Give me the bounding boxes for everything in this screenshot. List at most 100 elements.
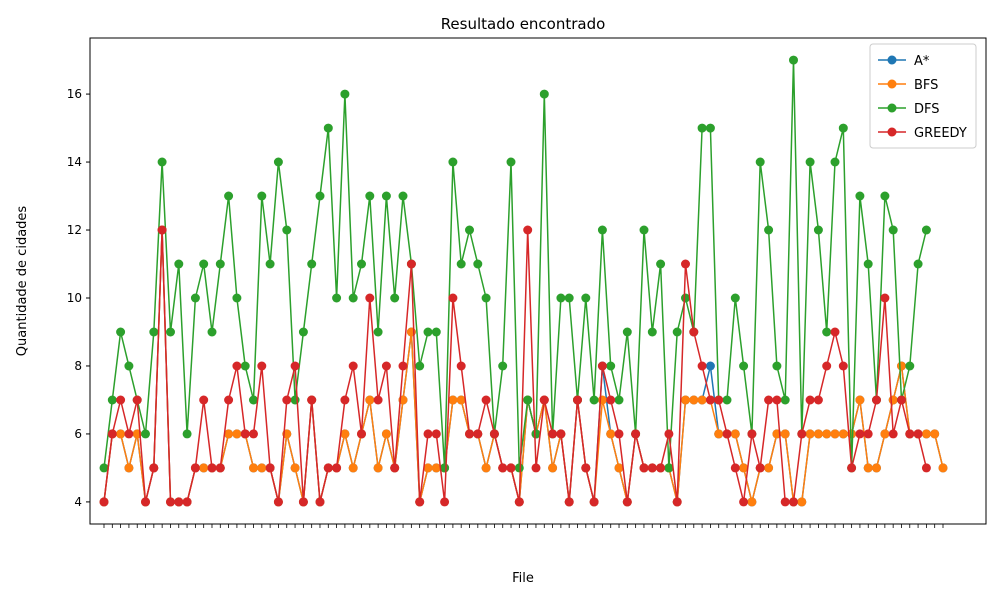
data-point	[764, 463, 774, 473]
data-point	[398, 191, 408, 201]
data-point	[764, 225, 774, 235]
series-3	[99, 225, 931, 507]
chart-title: Resultado encontrado	[441, 15, 606, 33]
data-point	[481, 293, 491, 303]
data-point	[622, 497, 632, 507]
legend-swatch-marker	[887, 127, 897, 137]
y-tick-label: 14	[67, 155, 82, 169]
data-point	[124, 429, 134, 439]
data-point	[365, 293, 375, 303]
data-point	[107, 429, 117, 439]
data-point	[656, 463, 666, 473]
data-point	[116, 327, 126, 337]
data-point	[166, 327, 175, 337]
data-point	[556, 429, 566, 439]
data-point	[681, 293, 690, 303]
data-point	[838, 361, 848, 371]
data-point	[423, 327, 433, 337]
data-point	[273, 497, 283, 507]
data-point	[323, 123, 333, 133]
data-point	[282, 225, 292, 235]
data-point	[423, 463, 433, 473]
data-point	[764, 395, 774, 405]
data-point	[639, 463, 649, 473]
data-point	[315, 191, 325, 201]
data-point	[448, 395, 458, 405]
data-point	[739, 361, 749, 371]
data-point	[240, 429, 250, 439]
data-point	[813, 225, 823, 235]
data-point	[132, 395, 142, 405]
data-point	[257, 463, 267, 473]
data-point	[107, 395, 117, 405]
data-point	[290, 395, 300, 405]
data-point	[897, 361, 906, 371]
legend-label: BFS	[914, 78, 938, 93]
legend-item: DFS	[878, 102, 940, 117]
data-point	[813, 395, 823, 405]
data-point	[689, 395, 699, 405]
data-point	[431, 327, 441, 337]
data-point	[415, 497, 425, 507]
data-point	[381, 361, 391, 371]
data-point	[921, 463, 931, 473]
data-point	[124, 463, 134, 473]
data-point	[689, 327, 699, 337]
data-point	[722, 395, 732, 405]
data-point	[797, 429, 807, 439]
data-point	[597, 361, 607, 371]
data-point	[348, 463, 358, 473]
series-layer	[99, 55, 948, 507]
data-point	[207, 463, 217, 473]
data-point	[805, 429, 815, 439]
data-point	[473, 429, 483, 439]
data-point	[888, 395, 898, 405]
data-point	[913, 429, 923, 439]
data-point	[631, 429, 641, 439]
y-tick-label: 4	[74, 495, 82, 509]
data-point	[232, 293, 242, 303]
data-point	[199, 463, 209, 473]
data-point	[855, 429, 865, 439]
data-point	[290, 361, 300, 371]
data-point	[705, 361, 715, 371]
data-point	[614, 463, 624, 473]
data-point	[157, 157, 167, 167]
data-point	[730, 429, 740, 439]
data-point	[714, 429, 724, 439]
data-point	[481, 463, 491, 473]
data-point	[780, 429, 790, 439]
data-point	[705, 123, 715, 133]
data-point	[265, 463, 275, 473]
data-point	[789, 55, 798, 65]
data-point	[589, 497, 599, 507]
data-point	[307, 259, 317, 269]
data-point	[373, 327, 383, 337]
legend-swatch-marker	[887, 103, 897, 113]
data-point	[149, 327, 159, 337]
data-point	[681, 259, 690, 269]
data-point	[822, 361, 832, 371]
series-line	[103, 59, 928, 469]
data-point	[581, 463, 591, 473]
data-point	[182, 497, 192, 507]
data-point	[431, 463, 441, 473]
data-point	[141, 497, 150, 507]
data-point	[456, 395, 466, 405]
data-point	[440, 463, 450, 473]
data-point	[730, 463, 740, 473]
data-point	[855, 191, 865, 201]
data-point	[755, 463, 765, 473]
data-point	[564, 293, 574, 303]
legend-swatch-marker	[887, 55, 897, 65]
data-point	[224, 191, 234, 201]
data-point	[523, 395, 533, 405]
data-point	[357, 259, 366, 269]
data-point	[506, 463, 516, 473]
data-point	[805, 395, 815, 405]
data-point	[257, 361, 267, 371]
data-point	[506, 157, 516, 167]
data-point	[863, 259, 873, 269]
data-point	[772, 361, 782, 371]
data-point	[431, 429, 441, 439]
